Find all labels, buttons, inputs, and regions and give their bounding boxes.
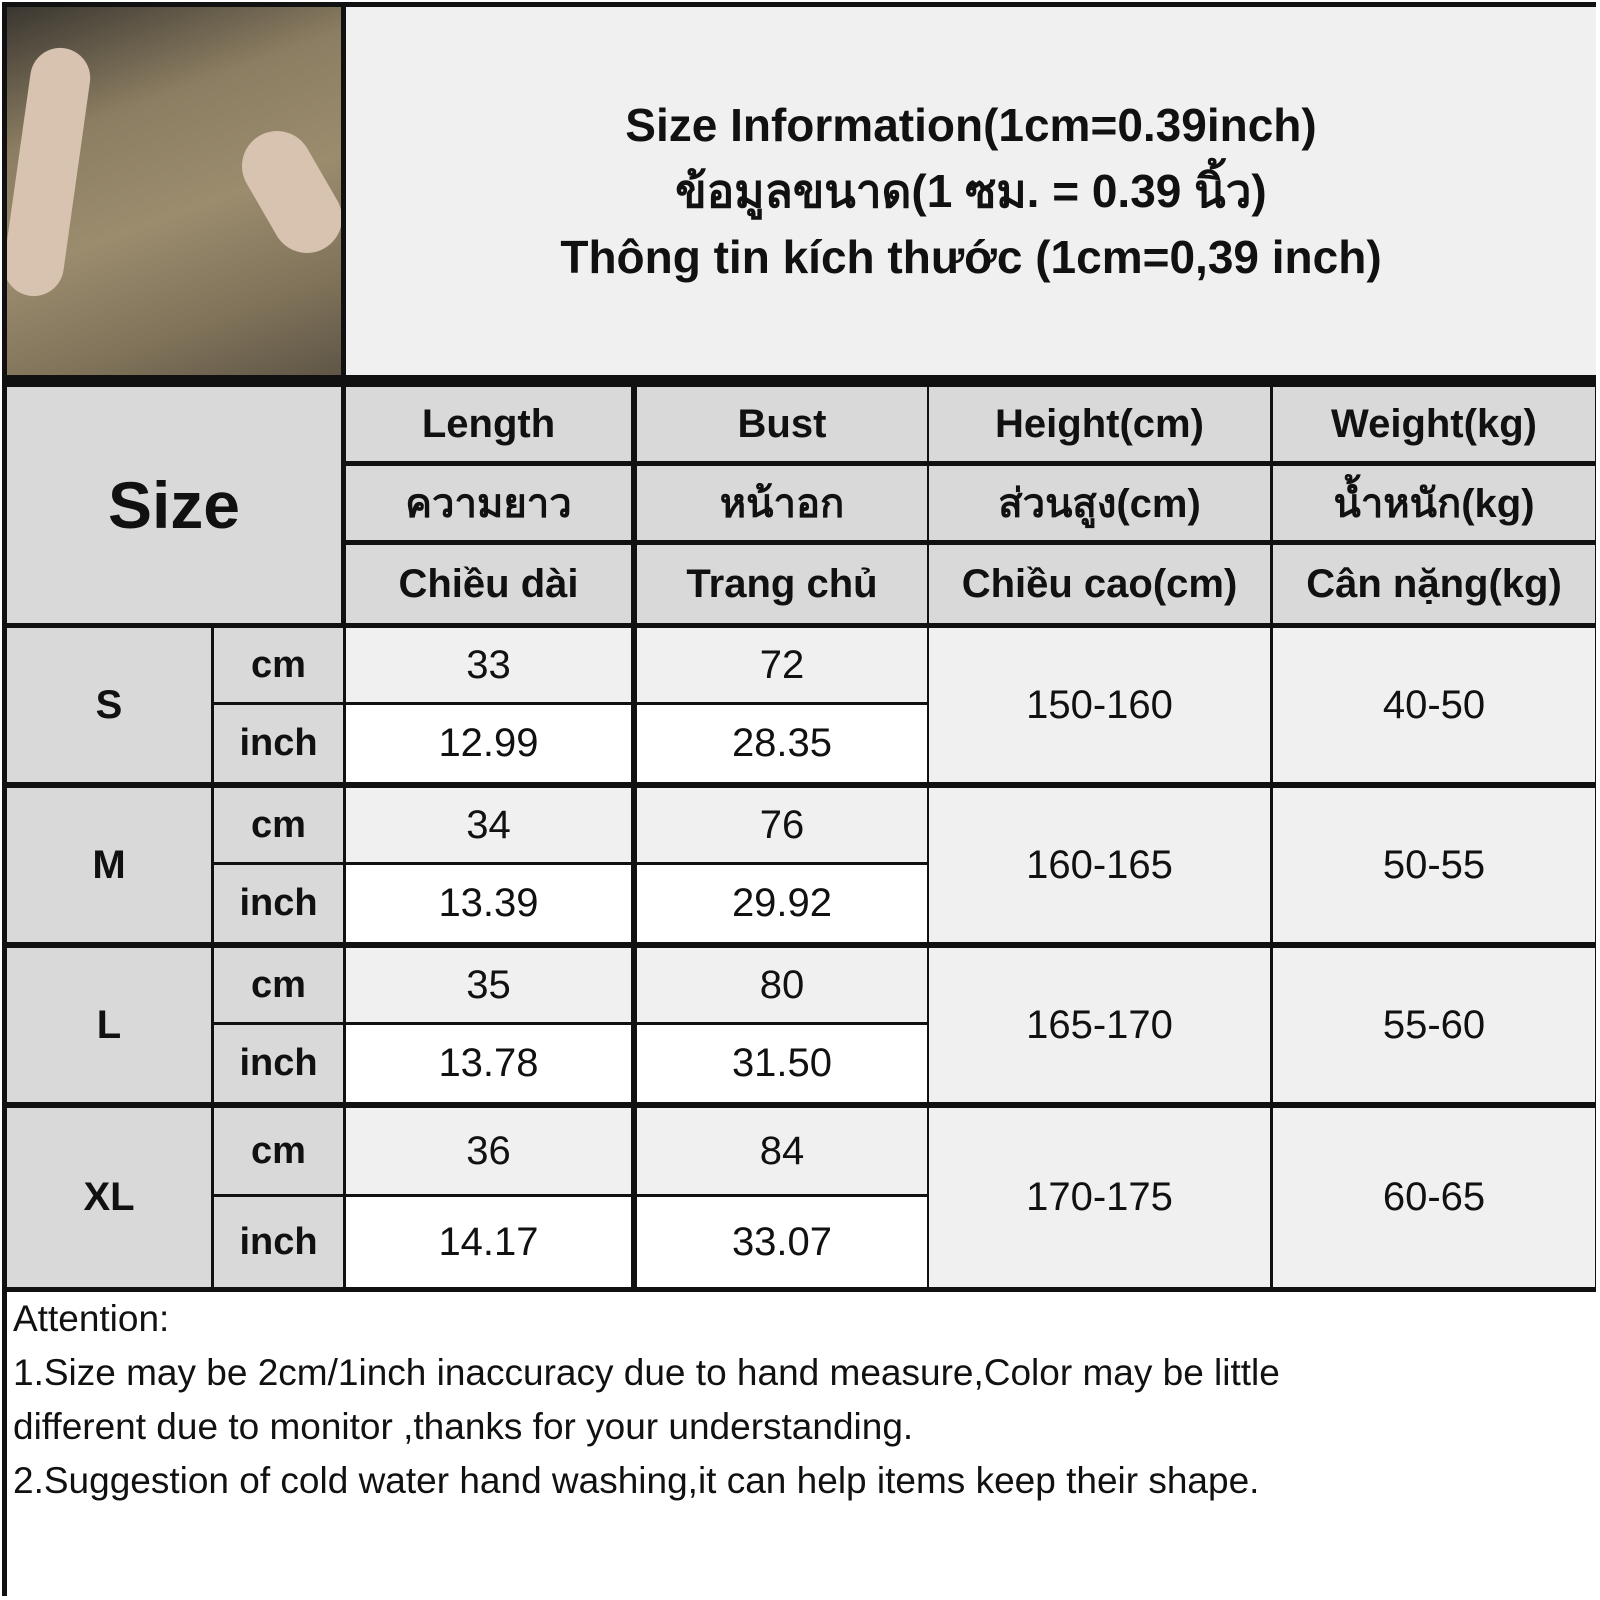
height-range: 160-165	[929, 788, 1270, 942]
length-cm: 34	[346, 788, 631, 862]
title-en: Size Information(1cm=0.39inch)	[625, 99, 1317, 151]
size-label: XL	[7, 1108, 211, 1287]
column-header-th: ส่วนสูง(cm)	[929, 466, 1270, 540]
unit-inch: inch	[214, 1197, 343, 1287]
column-header-vi: Trang chủ	[637, 545, 927, 623]
length-inch: 13.78	[346, 1025, 631, 1102]
unit-inch: inch	[214, 1025, 343, 1102]
length-inch: 12.99	[346, 705, 631, 782]
note-line: 1.Size may be 2cm/1inch inaccuracy due t…	[13, 1352, 1280, 1393]
size-header: Size	[7, 387, 341, 623]
bust-cm: 84	[637, 1108, 927, 1194]
size-label: L	[7, 948, 211, 1102]
length-inch: 14.17	[346, 1197, 631, 1287]
length-cm: 33	[346, 628, 631, 702]
weight-range: 40-50	[1273, 628, 1595, 782]
unit-cm: cm	[214, 788, 343, 862]
photo-hand	[229, 118, 341, 266]
bust-inch: 31.50	[637, 1025, 927, 1102]
bust-cm: 72	[637, 628, 927, 702]
title-th: ข้อมูลขนาด(1 ซม. = 0.39 นิ้ว)	[675, 165, 1267, 217]
column-header-en: Bust	[637, 387, 927, 461]
column-header-vi: Cân nặng(kg)	[1273, 545, 1595, 623]
size-label: S	[7, 628, 211, 782]
bust-inch: 33.07	[637, 1197, 927, 1287]
weight-range: 55-60	[1273, 948, 1595, 1102]
column-header-vi: Chiều cao(cm)	[929, 545, 1270, 623]
note-line: 2.Suggestion of cold water hand washing,…	[13, 1460, 1260, 1501]
column-header-th: ความยาว	[346, 466, 631, 540]
attention-notes: Attention: 1.Size may be 2cm/1inch inacc…	[7, 1292, 1596, 1596]
unit-inch: inch	[214, 705, 343, 782]
size-label: M	[7, 788, 211, 942]
column-header-th: หน้าอก	[637, 466, 927, 540]
title-vi: Thông tin kích thước (1cm=0,39 inch)	[560, 231, 1382, 283]
unit-cm: cm	[214, 1108, 343, 1194]
column-header-th: น้ำหนัก(kg)	[1273, 466, 1595, 540]
unit-cm: cm	[214, 948, 343, 1022]
size-info-title: Size Information(1cm=0.39inch) ข้อมูลขนา…	[346, 7, 1596, 375]
height-range: 150-160	[929, 628, 1270, 782]
height-range: 165-170	[929, 948, 1270, 1102]
column-header-vi: Chiều dài	[346, 545, 631, 623]
length-inch: 13.39	[346, 865, 631, 942]
column-header-en: Length	[346, 387, 631, 461]
height-range: 170-175	[929, 1108, 1270, 1287]
bust-inch: 28.35	[637, 705, 927, 782]
column-header-en: Weight(kg)	[1273, 387, 1595, 461]
length-cm: 35	[346, 948, 631, 1022]
unit-cm: cm	[214, 628, 343, 702]
length-cm: 36	[346, 1108, 631, 1194]
bust-cm: 76	[637, 788, 927, 862]
bust-inch: 29.92	[637, 865, 927, 942]
column-header-en: Height(cm)	[929, 387, 1270, 461]
note-line: different due to monitor ,thanks for you…	[13, 1406, 914, 1447]
photo-arm	[7, 44, 95, 300]
notes-heading: Attention:	[13, 1298, 170, 1339]
bust-cm: 80	[637, 948, 927, 1022]
weight-range: 60-65	[1273, 1108, 1595, 1287]
weight-range: 50-55	[1273, 788, 1595, 942]
product-photo	[7, 7, 341, 375]
unit-inch: inch	[214, 865, 343, 942]
